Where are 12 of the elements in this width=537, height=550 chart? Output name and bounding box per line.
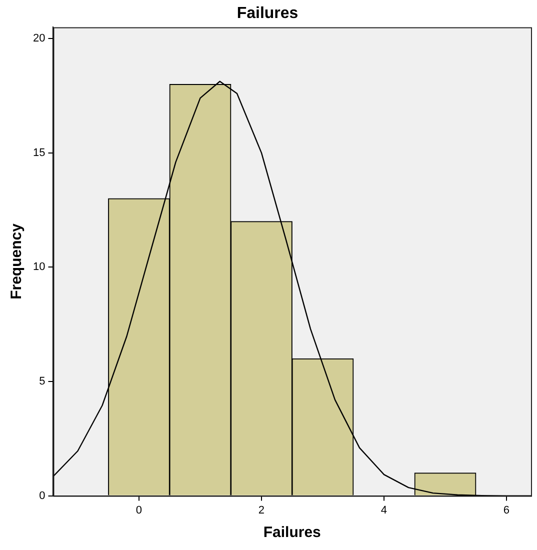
y-tick-label: 10 <box>32 261 46 274</box>
x-axis-title: Failures <box>263 524 321 542</box>
y-tick-label: 15 <box>32 146 46 159</box>
x-tick-label: 4 <box>380 504 388 516</box>
y-tick-label: 5 <box>39 376 46 388</box>
x-tick-label: 0 <box>136 504 142 516</box>
y-tick-label: 0 <box>39 490 46 502</box>
y-axis-title: Frequency <box>8 222 26 300</box>
x-tick-label: 6 <box>503 504 510 516</box>
chart-title: Failures <box>236 5 298 22</box>
y-tick-label: 20 <box>32 32 46 45</box>
x-tick-label: 2 <box>258 504 265 516</box>
